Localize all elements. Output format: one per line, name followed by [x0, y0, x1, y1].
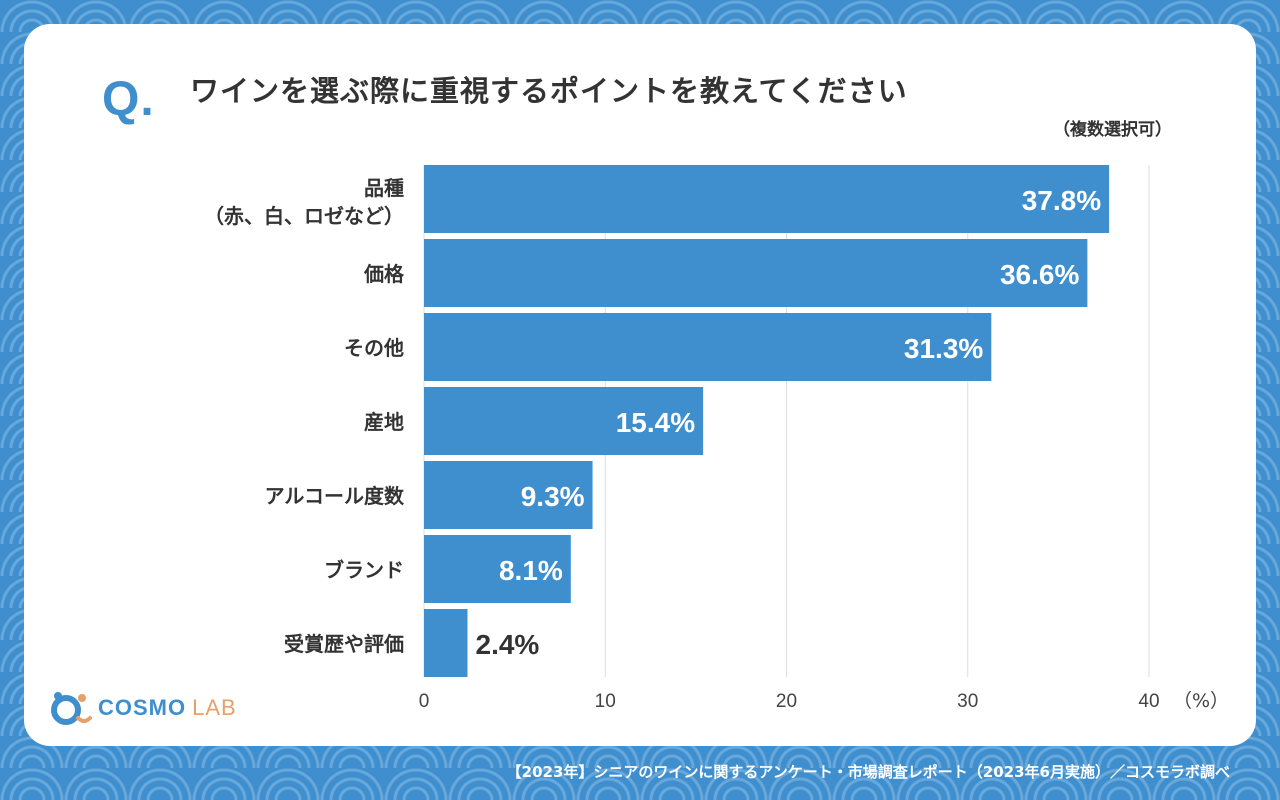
data-label: 8.1%: [499, 555, 563, 586]
data-label: 15.4%: [616, 407, 695, 438]
source-footer: 【2023年】シニアのワインに関するアンケート・市場調査レポート（2023年6月…: [506, 763, 1230, 781]
category-label: 産地: [364, 410, 404, 434]
data-label: 37.8%: [1022, 185, 1101, 216]
category-label: 価格: [363, 262, 405, 286]
bar: [424, 609, 468, 677]
category-label: アルコール度数: [265, 484, 405, 508]
chart-subtitle: （複数選択可）: [1053, 120, 1172, 140]
category-label: 受賞歴や評価: [284, 632, 404, 656]
bar: [424, 165, 1110, 233]
x-tick-label: 30: [957, 691, 978, 712]
data-label: 9.3%: [521, 481, 585, 512]
x-tick-label: 0: [419, 691, 430, 712]
x-tick-label: 20: [776, 691, 797, 712]
cosmo-lab-icon: [51, 692, 92, 725]
bar: [424, 239, 1088, 307]
chart-title: ワインを選ぶ際に重視するポイントを教えてください: [190, 74, 908, 108]
bar: [424, 535, 571, 603]
bar: [424, 387, 704, 455]
chart-card: [24, 24, 1256, 746]
x-axis-unit: （%）: [1173, 690, 1229, 712]
category-label: 品種: [364, 176, 404, 200]
data-label: 31.3%: [904, 333, 983, 364]
category-label: ブランド: [324, 558, 404, 582]
data-label: 2.4%: [476, 629, 540, 660]
bar: [424, 461, 593, 529]
cosmo-lab-logo: COSMO LAB: [48, 688, 237, 728]
x-tick-label: 40: [1138, 691, 1159, 712]
bar: [424, 313, 992, 381]
category-label: その他: [344, 336, 404, 360]
question-mark: Q.: [102, 73, 155, 126]
category-label: （赤、白、ロゼなど）: [204, 204, 404, 228]
x-tick-label: 10: [595, 691, 616, 712]
logo-text-lab: LAB: [192, 695, 237, 720]
logo-text-cosmo: COSMO: [98, 695, 187, 720]
data-label: 36.6%: [1000, 259, 1079, 290]
